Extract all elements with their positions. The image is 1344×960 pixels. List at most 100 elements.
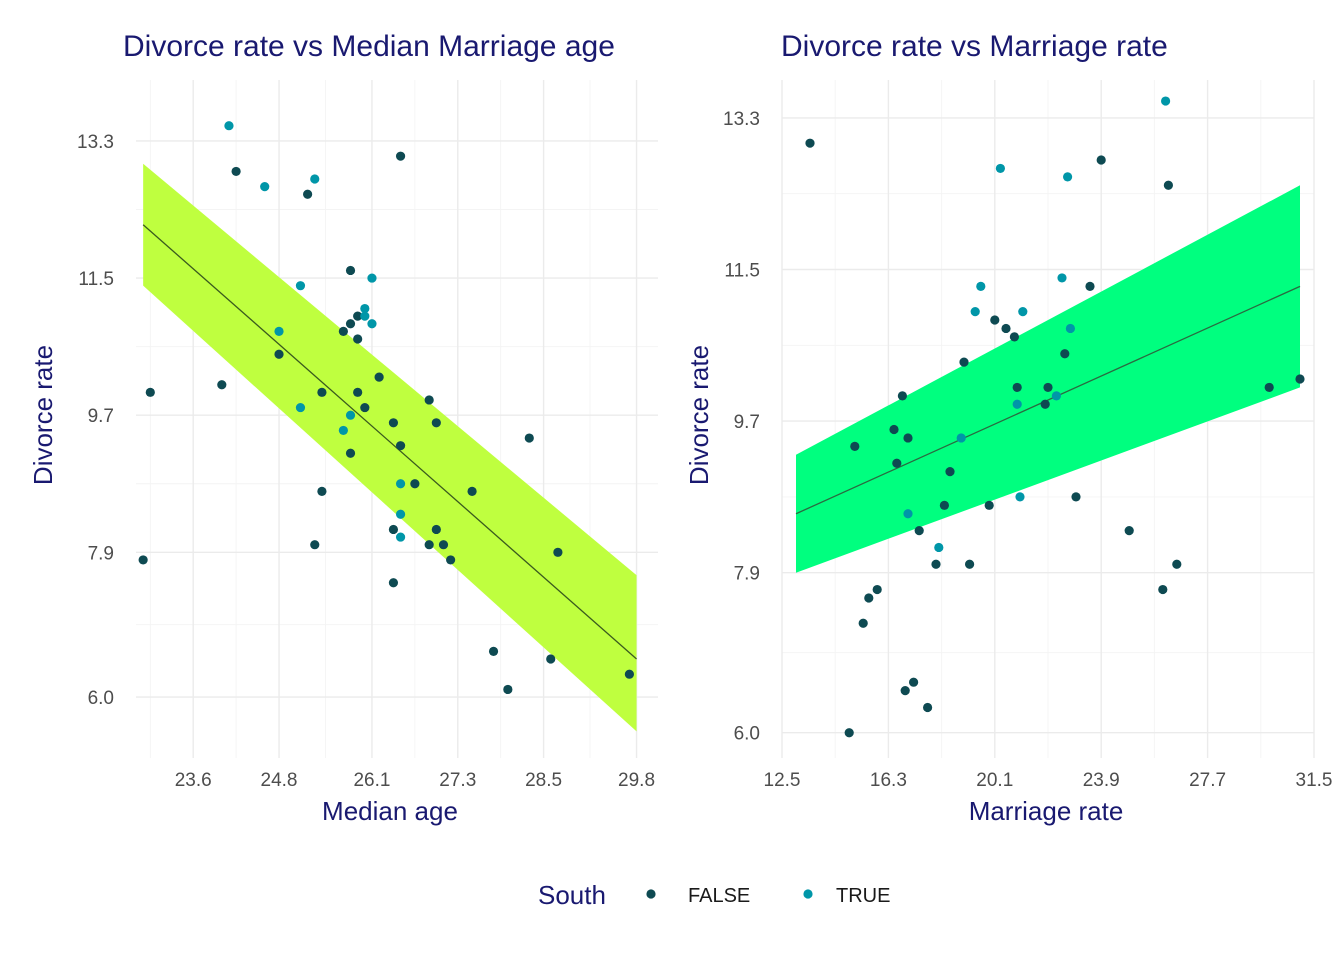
point-false <box>446 555 456 565</box>
x-tick-label: 27.7 <box>1189 770 1226 791</box>
point-false <box>353 387 363 397</box>
left-y-ticks: 6.0 7.9 9.7 11.5 13.3 <box>77 132 114 709</box>
point-false <box>1295 374 1305 384</box>
point-false <box>303 189 313 199</box>
point-true <box>345 410 356 420</box>
x-tick-label: 16.3 <box>870 770 907 791</box>
point-true <box>1012 399 1022 409</box>
point-false <box>990 315 1000 325</box>
point-false <box>395 151 406 161</box>
point-false <box>939 500 950 510</box>
point-false <box>274 349 284 359</box>
point-false <box>353 334 363 344</box>
point-false <box>317 387 327 397</box>
point-true <box>310 174 320 184</box>
point-false <box>1060 349 1070 359</box>
left-points <box>138 121 634 695</box>
right-points <box>805 96 1305 738</box>
point-false <box>903 433 913 443</box>
x-tick-label: 28.5 <box>525 770 562 791</box>
point-true <box>1161 96 1171 106</box>
point-true <box>395 532 406 542</box>
point-false <box>438 540 449 550</box>
x-tick-label: 20.1 <box>976 770 1013 791</box>
point-false <box>872 584 882 595</box>
point-false <box>138 555 148 565</box>
point-false <box>546 654 556 664</box>
point-false <box>1158 584 1168 595</box>
legend-label-true: TRUE <box>836 885 890 907</box>
point-false <box>1264 382 1274 393</box>
point-false <box>467 486 477 496</box>
point-false <box>624 669 634 679</box>
point-true <box>360 311 370 321</box>
left-chart-title: Divorce rate vs Median Marriage age <box>123 30 615 63</box>
point-false <box>1071 492 1081 502</box>
point-false <box>1012 382 1022 393</box>
point-false <box>503 684 513 695</box>
point-true <box>1063 172 1073 182</box>
point-false <box>805 138 815 148</box>
point-false <box>395 441 406 451</box>
point-false <box>338 326 348 336</box>
right-y-axis-label: Divorce rate <box>684 345 714 485</box>
point-false <box>431 524 441 535</box>
point-false <box>345 265 356 276</box>
point-false <box>388 524 399 535</box>
legend-marker-false <box>646 889 656 899</box>
y-tick-label: 11.5 <box>724 261 760 282</box>
legend-label-false: FALSE <box>688 885 750 907</box>
point-true <box>903 509 913 519</box>
point-false <box>864 593 874 603</box>
point-false <box>1096 155 1106 165</box>
right-chart-title: Divorce rate vs Marriage rate <box>781 30 1168 63</box>
point-false <box>424 540 434 550</box>
point-false <box>317 486 327 496</box>
point-false <box>388 578 399 588</box>
y-tick-label: 9.7 <box>734 412 760 433</box>
legend: South FALSE TRUE <box>538 880 890 910</box>
point-false <box>897 391 908 401</box>
point-false <box>1040 399 1050 409</box>
point-false <box>892 458 902 468</box>
legend-marker-true <box>803 889 813 899</box>
left-trend-line <box>142 224 637 660</box>
point-false <box>850 441 860 451</box>
point-true <box>1051 391 1061 401</box>
point-false <box>889 424 899 435</box>
y-tick-label: 13.3 <box>723 109 760 130</box>
point-false <box>424 395 434 405</box>
point-true <box>224 121 234 131</box>
point-false <box>310 540 320 550</box>
point-false <box>345 319 356 329</box>
point-false <box>410 479 420 489</box>
left-x-ticks: 23.6 24.8 26.1 27.3 28.5 29.8 <box>175 770 655 791</box>
point-true <box>995 163 1006 174</box>
point-false <box>524 433 534 443</box>
point-false <box>900 686 910 696</box>
right-y-ticks: 6.0 7.9 9.7 11.5 13.3 <box>723 109 760 745</box>
point-false <box>231 166 241 177</box>
point-false <box>858 618 868 628</box>
point-false <box>431 418 441 428</box>
point-true <box>934 542 944 553</box>
point-true <box>1018 307 1028 317</box>
x-tick-label: 24.8 <box>261 770 298 791</box>
point-false <box>1124 525 1134 536</box>
point-false <box>914 525 924 536</box>
point-false <box>931 559 941 569</box>
y-tick-label: 7.9 <box>88 543 114 564</box>
point-true <box>1015 492 1025 502</box>
point-true <box>395 479 406 489</box>
point-true <box>956 433 966 443</box>
point-false <box>1043 382 1053 393</box>
point-false <box>965 559 975 569</box>
right-panel: Divorce rate vs Marriage rate 12.5 16.3 20… <box>684 30 1332 826</box>
point-false <box>388 418 399 428</box>
point-false <box>353 311 363 321</box>
point-false <box>1172 559 1182 569</box>
legend-title: South <box>538 880 606 910</box>
y-tick-label: 11.5 <box>78 269 114 290</box>
right-confidence-band <box>796 185 1300 573</box>
